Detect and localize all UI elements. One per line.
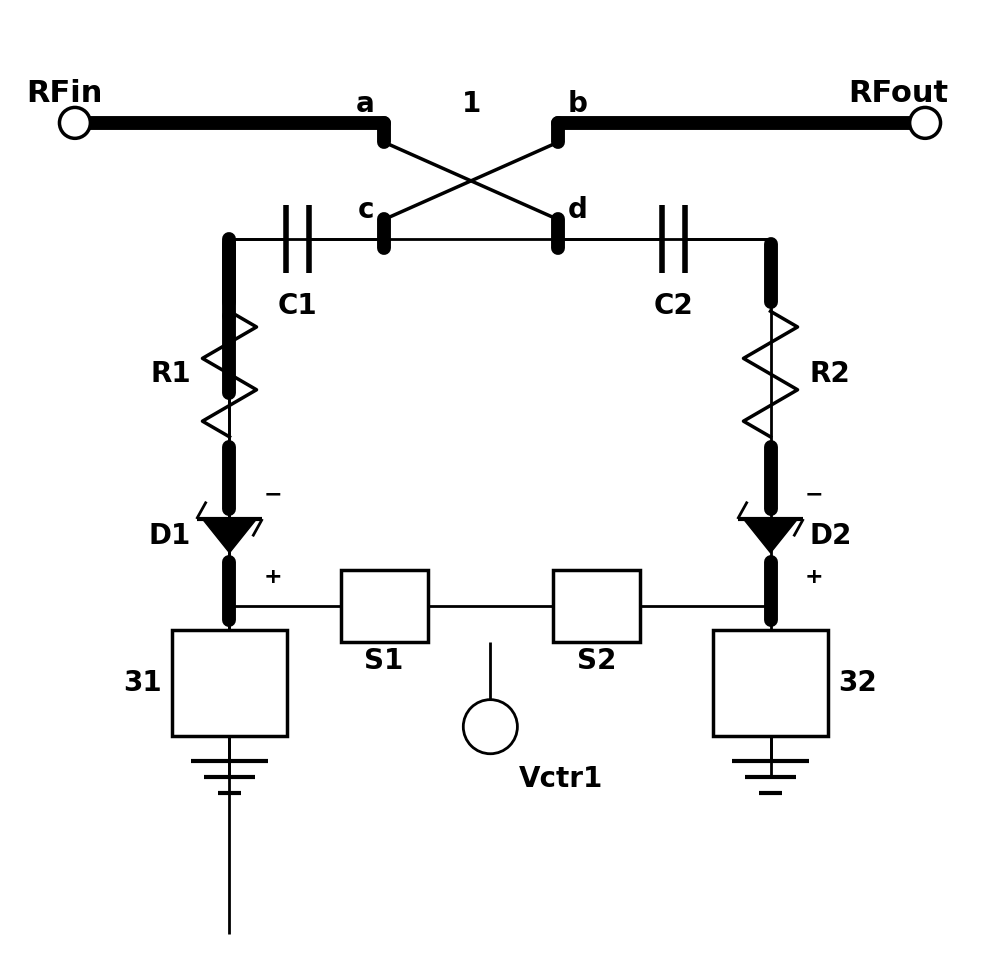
Text: RFout: RFout — [848, 79, 948, 109]
Text: +: + — [263, 567, 282, 587]
Circle shape — [910, 108, 941, 138]
Text: S2: S2 — [577, 647, 616, 675]
Text: R1: R1 — [150, 360, 191, 388]
Text: C1: C1 — [277, 292, 317, 319]
Text: a: a — [356, 90, 374, 118]
Circle shape — [463, 700, 517, 754]
Text: D2: D2 — [809, 522, 852, 550]
Bar — [553, 569, 640, 642]
Circle shape — [59, 108, 90, 138]
Text: 31: 31 — [123, 669, 162, 697]
Bar — [341, 569, 428, 642]
Text: C2: C2 — [654, 292, 694, 319]
Text: S1: S1 — [364, 647, 404, 675]
Polygon shape — [202, 519, 257, 553]
Text: 32: 32 — [838, 669, 877, 697]
Text: +: + — [804, 567, 823, 587]
Bar — [713, 630, 828, 736]
Text: 1: 1 — [461, 90, 481, 118]
Text: RFin: RFin — [27, 79, 103, 109]
Text: R2: R2 — [809, 360, 850, 388]
Text: c: c — [358, 196, 374, 224]
Text: d: d — [568, 196, 588, 224]
Text: Vctr1: Vctr1 — [519, 765, 604, 794]
Text: −: − — [263, 485, 282, 505]
Text: D1: D1 — [149, 522, 191, 550]
Text: −: − — [804, 485, 823, 505]
Polygon shape — [743, 519, 798, 553]
Text: b: b — [568, 90, 588, 118]
Bar — [172, 630, 287, 736]
